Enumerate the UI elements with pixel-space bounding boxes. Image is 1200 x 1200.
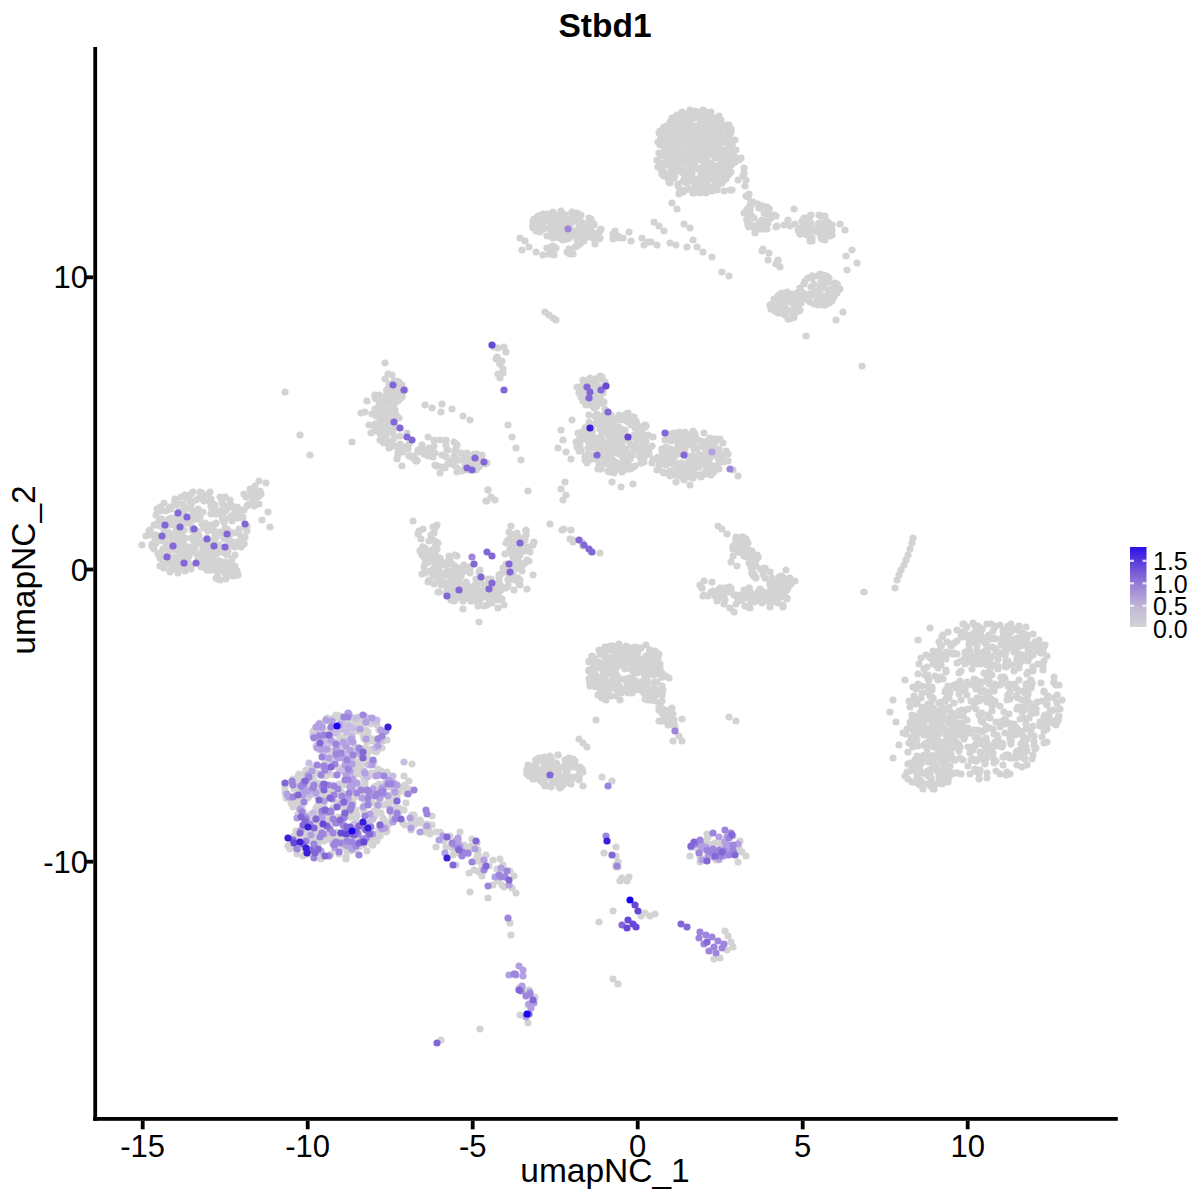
svg-text:5: 5 — [794, 1129, 811, 1164]
svg-text:10: 10 — [54, 260, 88, 295]
svg-text:Stbd1: Stbd1 — [558, 7, 651, 44]
svg-text:-10: -10 — [43, 845, 88, 880]
svg-text:-5: -5 — [459, 1129, 487, 1164]
svg-text:10: 10 — [950, 1129, 984, 1164]
svg-text:0.0: 0.0 — [1153, 615, 1188, 643]
svg-text:umapNC_1: umapNC_1 — [520, 1152, 689, 1189]
svg-text:-10: -10 — [285, 1129, 330, 1164]
svg-text:-15: -15 — [120, 1129, 165, 1164]
svg-text:umapNC_2: umapNC_2 — [5, 485, 42, 654]
svg-text:0: 0 — [71, 553, 88, 588]
